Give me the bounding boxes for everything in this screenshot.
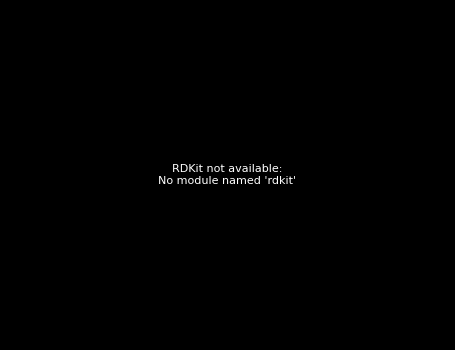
Text: RDKit not available:
No module named 'rdkit': RDKit not available: No module named 'rd… <box>158 164 297 186</box>
